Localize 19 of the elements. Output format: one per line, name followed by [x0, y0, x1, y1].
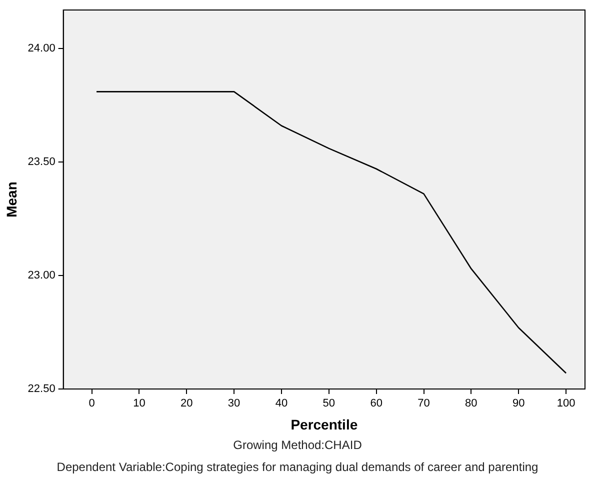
x-tick-label: 50 — [322, 398, 336, 410]
x-tick-label: 40 — [275, 398, 288, 410]
y-tick-label: 22.50 — [28, 383, 56, 396]
y-tick-label: 23.50 — [28, 156, 56, 168]
x-tick-label: 80 — [465, 398, 478, 410]
x-tick-label: 0 — [88, 398, 95, 410]
x-tick-label: 70 — [418, 398, 430, 410]
x-tick-label: 30 — [228, 398, 240, 410]
x-axis-title: Percentile — [290, 416, 358, 432]
y-tick-label: 23.00 — [28, 270, 56, 282]
y-tick-label: 24.00 — [28, 42, 56, 55]
x-tick-label: 100 — [556, 398, 576, 410]
text: Growing Method:CHAID — [232, 438, 363, 452]
x-tick-label: 60 — [370, 398, 382, 410]
text: Dependent Variable:Coping strategies for managing dual demands of career and parenting — [56, 460, 540, 474]
y-axis-title: Mean — [3, 182, 20, 218]
x-tick-label: 90 — [512, 398, 525, 410]
x-tick-label: 20 — [180, 398, 193, 410]
x-tick-label: 10 — [133, 398, 146, 410]
